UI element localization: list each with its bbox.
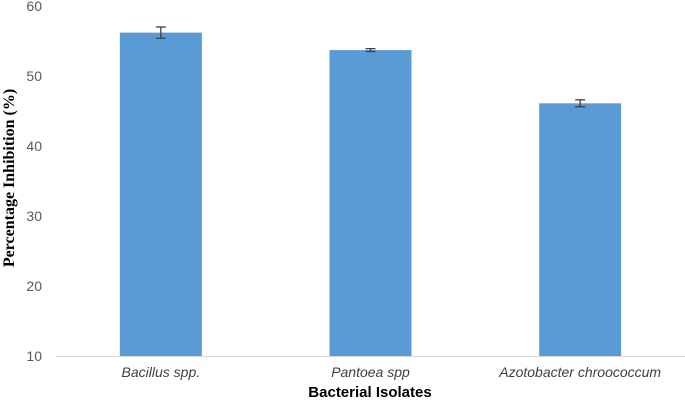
- x-axis-categories: Bacillus spp. Pantoea spp Azotobacter chro…: [122, 364, 662, 380]
- bars-group: [119, 32, 622, 356]
- y-axis-label: Percentage Inhibition (%): [1, 89, 18, 267]
- y-tick-label: 40: [26, 138, 42, 154]
- bar: [119, 32, 202, 356]
- x-axis-label: Bacterial Isolates: [308, 384, 431, 401]
- x-tick-label: Bacillus spp.: [122, 364, 201, 380]
- y-tick-label: 60: [26, 0, 42, 14]
- y-axis-ticks: 10 20 30 40 50 60: [26, 0, 42, 364]
- x-tick-label: Azotobacter chroococcum: [498, 364, 661, 380]
- bar: [329, 50, 412, 356]
- y-tick-label: 10: [26, 348, 42, 364]
- y-tick-label: 20: [26, 278, 42, 294]
- x-tick-label: Pantoea spp: [331, 364, 410, 380]
- error-bars-group: [155, 26, 586, 108]
- y-tick-label: 50: [26, 68, 42, 84]
- y-tick-label: 30: [26, 208, 42, 224]
- bar: [539, 103, 622, 356]
